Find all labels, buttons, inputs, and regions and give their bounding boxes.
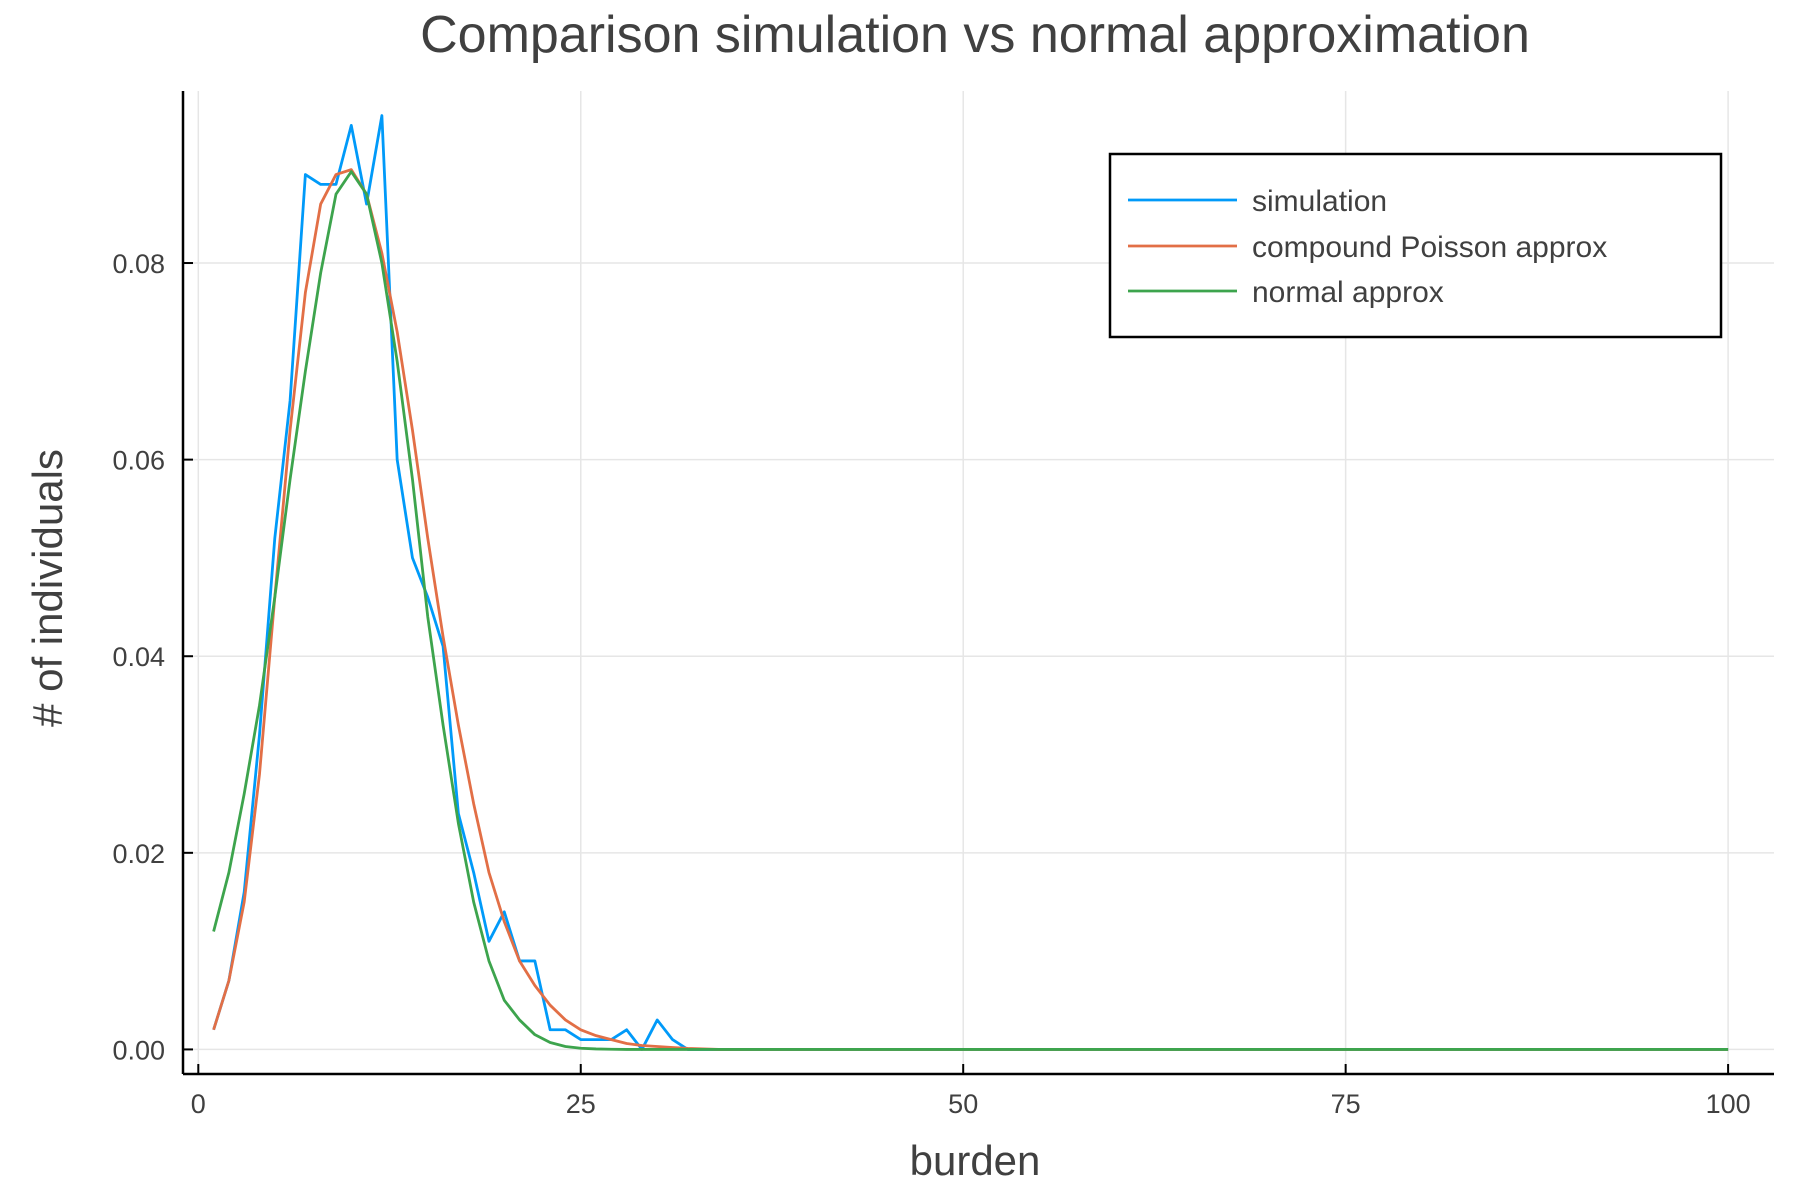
- y-tick-label: 0.00: [112, 1035, 165, 1065]
- legend: simulation compound Poisson approx norma…: [1108, 152, 1723, 339]
- x-tick-label: 50: [948, 1089, 978, 1119]
- y-tick-label: 0.08: [112, 249, 165, 279]
- x-tick-label: 25: [566, 1089, 596, 1119]
- x-tick-label: 75: [1331, 1089, 1361, 1119]
- series-lines: [212, 114, 1729, 1051]
- legend-label-normal: normal approx: [1252, 276, 1444, 309]
- legend-label-compound-poisson: compound Poisson approx: [1252, 231, 1607, 264]
- y-tick-label: 0.04: [112, 642, 165, 672]
- y-tick-label: 0.02: [112, 839, 165, 869]
- x-tick-label: 0: [191, 1089, 206, 1119]
- y-axis-label: # of individuals: [24, 449, 71, 727]
- series-line-normal: [212, 170, 1729, 1051]
- chart-title: Comparison simulation vs normal approxim…: [420, 6, 1530, 64]
- x-tick-label: 100: [1706, 1089, 1751, 1119]
- x-axis-label: burden: [910, 1137, 1041, 1184]
- axes: [181, 91, 1774, 1076]
- legend-label-simulation: simulation: [1252, 185, 1387, 218]
- y-tick-label: 0.06: [112, 446, 165, 476]
- tick-labels: 0 25 50 75 100 0.00 0.02 0.04 0.06 0.08: [112, 249, 1750, 1119]
